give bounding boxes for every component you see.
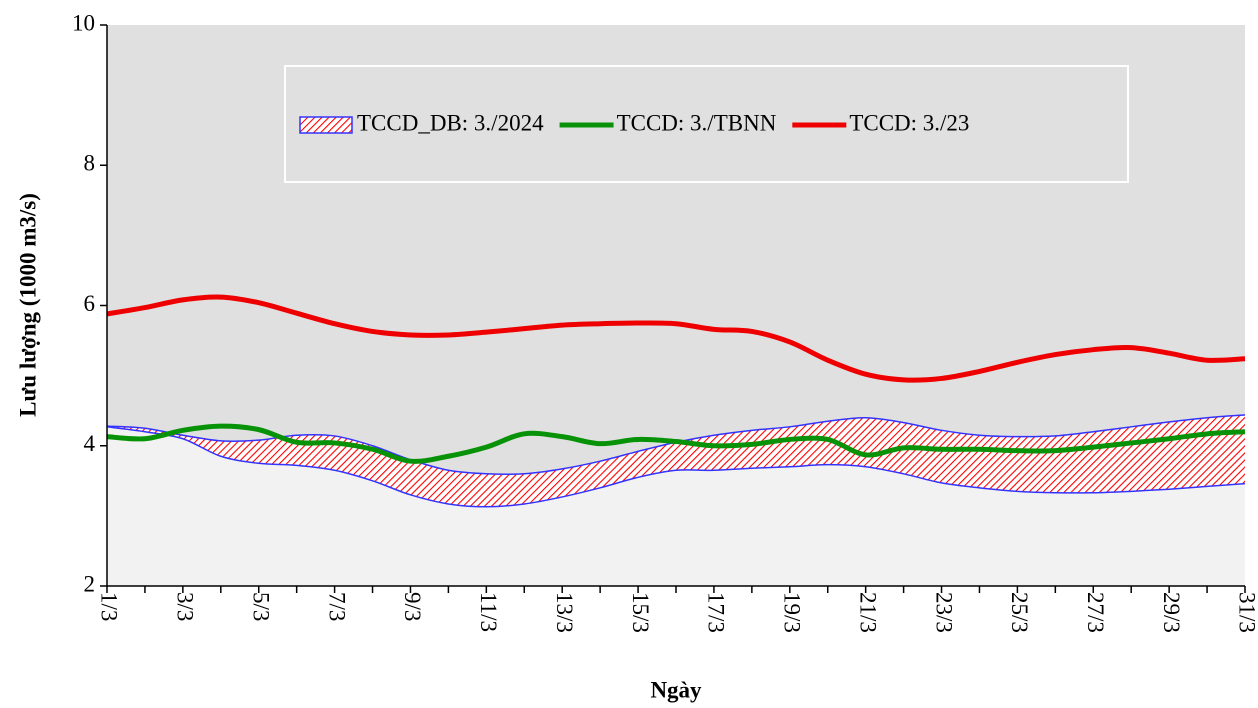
band-fill bbox=[107, 414, 1245, 507]
x-tick-label: 15/3 bbox=[628, 592, 653, 633]
x-tick-label: 19/3 bbox=[780, 592, 805, 633]
x-tick-label: 27/3 bbox=[1083, 592, 1108, 633]
x-tick-label: 13/3 bbox=[552, 592, 577, 633]
legend-label: TCCD: 3./23 bbox=[849, 110, 969, 135]
legend-label: TCCD: 3./TBNN bbox=[617, 110, 777, 135]
legend-swatch bbox=[299, 116, 353, 134]
x-tick-label: 17/3 bbox=[704, 592, 729, 633]
x-tick-label: 9/3 bbox=[400, 592, 425, 621]
x-tick-label: 29/3 bbox=[1159, 592, 1184, 633]
series-line bbox=[106, 294, 1246, 383]
y-axis-title: Lưu lượng (1000 m3/s) bbox=[15, 193, 40, 417]
x-tick-label: 21/3 bbox=[855, 592, 880, 633]
y-tick-label: 10 bbox=[72, 10, 95, 35]
x-tick-label: 3/3 bbox=[173, 592, 198, 621]
series-line bbox=[106, 423, 1246, 464]
x-tick-label: 7/3 bbox=[324, 592, 349, 621]
x-tick-label: 25/3 bbox=[1007, 592, 1032, 633]
x-tick-label: 11/3 bbox=[476, 592, 501, 632]
x-axis-title: Ngày bbox=[650, 677, 702, 702]
y-tick-label: 2 bbox=[84, 571, 96, 596]
band-lower-edge bbox=[106, 426, 1246, 508]
legend-label: TCCD_DB: 3./2024 bbox=[357, 110, 544, 135]
y-tick-label: 8 bbox=[84, 151, 96, 176]
x-tick-label: 1/3 bbox=[97, 592, 122, 621]
y-tick-label: 4 bbox=[84, 431, 96, 456]
x-tick-label: 23/3 bbox=[931, 592, 956, 633]
legend-box bbox=[284, 65, 1129, 183]
y-tick-label: 6 bbox=[84, 291, 96, 316]
x-tick-label: 31/3 bbox=[1235, 592, 1258, 633]
x-tick-label: 5/3 bbox=[248, 592, 273, 621]
